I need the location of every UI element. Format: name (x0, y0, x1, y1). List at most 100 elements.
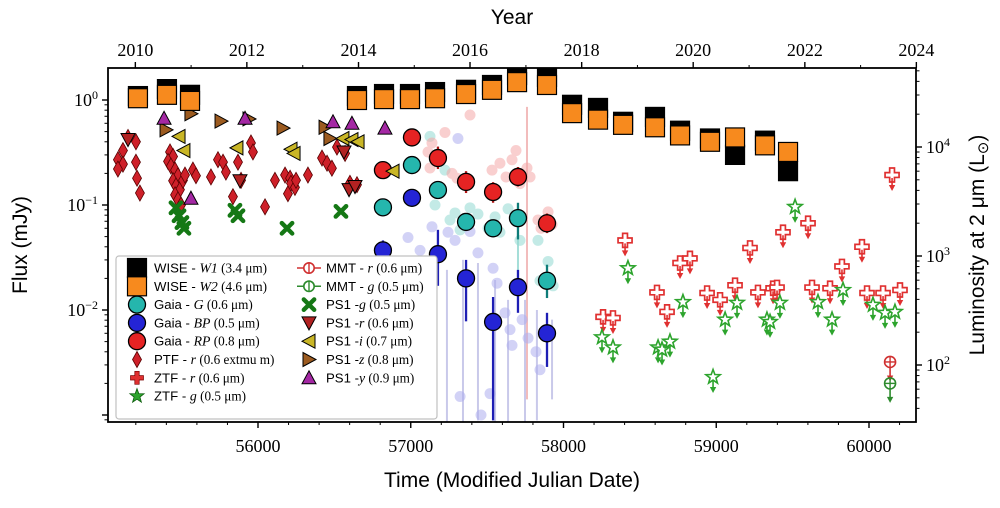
ps1-g-point (230, 208, 246, 224)
ztf-r-upper-limit-arrow (896, 300, 904, 307)
series-wise-w2 (127, 72, 799, 163)
ztf-r-point (822, 280, 838, 297)
series-mmt-g (883, 377, 897, 403)
gaia-bp-point (456, 269, 476, 288)
legend-label-band: RP (193, 334, 211, 349)
wise-w2-point (455, 83, 477, 105)
ztf-r-point (595, 309, 611, 325)
legend-label-band: z (358, 352, 365, 367)
legend-label: Gaia - BP (0.5 μm) (154, 315, 260, 330)
ztf-r-point (800, 215, 816, 232)
wise-w2-point (156, 84, 178, 105)
legend-marker-ps1-i (300, 333, 316, 350)
legend-marker-glyph (301, 297, 317, 312)
right-tick-label: 103 (926, 244, 950, 266)
ptf-r-point (205, 168, 216, 186)
gaia-g-point (402, 155, 422, 175)
ptf-r-point (191, 166, 201, 185)
ztf-r-upper-limit-arrow (838, 276, 846, 283)
gaia-bp-faint-point (475, 409, 487, 421)
series-gaia-bp-faint (377, 132, 546, 421)
ztf-g-upper-limit-arrow (828, 329, 836, 336)
legend-label: WISE - W1 (3.4 μm) (154, 261, 267, 276)
legend-marker-wise-w2 (126, 276, 148, 297)
top-tick-label: 2014 (341, 40, 377, 60)
ztf-r-upper-limit-arrow (888, 185, 896, 192)
ztf-r-upper-limit-arrow (703, 303, 711, 310)
legend-label-band: r (191, 352, 197, 367)
bottom-tick-label: 56000 (236, 436, 281, 456)
ztf-r-point (682, 250, 698, 267)
legend: WISE - W1 (3.4 μm) WISE - W2 (4.6 μm) Gaia… (115, 255, 438, 420)
gaia-bp-faint-point (472, 247, 484, 259)
legend-marker-wise-w1 (126, 257, 148, 279)
gaia-g-faint-point (444, 214, 456, 226)
gaia-rp-faint-point (494, 157, 506, 169)
ps1-z-point (214, 113, 230, 129)
gaia-rp-point (428, 148, 448, 168)
legend-label: PS1 -y (0.9 μm) (326, 370, 414, 385)
ztf-g-upper-limit-arrow (598, 347, 606, 354)
legend-label-instrument: MMT - (326, 279, 368, 294)
wise-w2-point (373, 88, 395, 110)
right-axis-label-pre: Luminosity at 2 μm (L (966, 154, 989, 355)
ztf-g-upper-limit-arrow (624, 278, 632, 285)
ztf-g-upper-limit-arrow (776, 312, 784, 319)
ptf-r-point (134, 184, 145, 202)
ps1-i-point (228, 140, 244, 156)
legend-label-band: r (368, 261, 374, 276)
ztf-g-upper-limit-arrow (721, 329, 729, 336)
wise-w2-point (777, 141, 799, 163)
ps1-y-point (377, 120, 393, 135)
ps1-i-point (349, 133, 365, 150)
legend-label: ZTF - r (0.6 μm) (154, 370, 244, 385)
ztf-r-point (854, 238, 870, 255)
gaia-rp-point (456, 172, 476, 192)
ps1-r-point (120, 133, 136, 148)
wise-w2-point (506, 72, 528, 93)
legend-label-band: r (190, 370, 196, 385)
ps1-y-point (344, 115, 360, 130)
wise-w2-point (127, 88, 149, 109)
legend-label: PTF - r (0.6 extmu m) (154, 352, 274, 367)
left-tick-label: 10−1 (67, 193, 98, 215)
ztf-r-upper-limit-arrow (746, 257, 754, 264)
ps1-r-point (347, 180, 363, 195)
ztf-g-upper-limit-arrow (814, 312, 822, 319)
legend-label-band: g (359, 297, 366, 312)
ztf-g-upper-limit-arrow (658, 359, 666, 366)
gaia-rp-faint-point (426, 137, 438, 149)
ps1-z-point (276, 120, 292, 136)
ztf-r-point (859, 285, 875, 301)
legend-marker-gaia-rp (127, 332, 147, 351)
gaia-bp-faint-point (491, 277, 503, 289)
ptf-r-point (302, 166, 313, 184)
ptf-r-point (269, 171, 280, 190)
ztf-g-upper-limit-arrow (881, 322, 889, 329)
legend-label-instrument: ZTF - (154, 389, 190, 404)
series-ps1-z (159, 105, 338, 147)
ztf-g-upper-limit-arrow (763, 329, 771, 336)
legend-label: WISE - W2 (4.6 μm) (154, 279, 267, 294)
ps1-g-point (279, 220, 295, 236)
gaia-rp-point (483, 182, 503, 202)
gaia-g-point (373, 198, 393, 217)
top-tick-label: 2024 (898, 40, 934, 60)
ps1-i-point (285, 145, 301, 162)
wise-w2-point (399, 88, 421, 110)
ztf-r-point (775, 224, 791, 241)
right-axis-label-post: ) (966, 135, 989, 142)
wise-w2-point (346, 89, 368, 111)
ztf-g-upper-limit-arrow (709, 387, 717, 394)
legend-marker-glyph (300, 333, 316, 350)
legend-marker-glyph (126, 276, 148, 297)
legend-label-wavelength: (0.5 μm) (210, 315, 259, 330)
gaia-bp-point (483, 312, 503, 332)
ps1-y-point (325, 113, 341, 129)
legend-box (115, 255, 438, 420)
legend-marker-ptf-r (132, 350, 142, 369)
gaia-g-point (456, 212, 476, 232)
legend-label-band: g (368, 279, 375, 294)
right-axis-label: Luminosity at 2 μm (L⊙) (966, 135, 992, 356)
